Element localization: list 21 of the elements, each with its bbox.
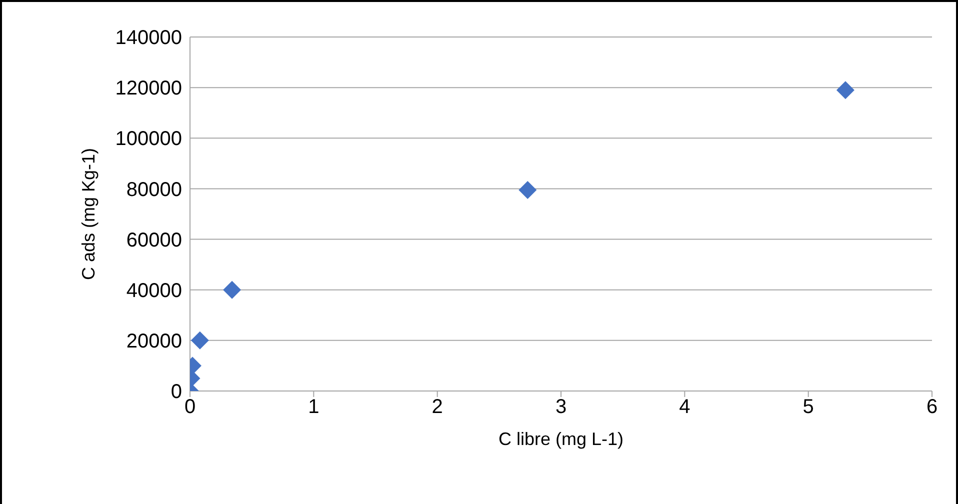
x-tick-label: 2 bbox=[432, 396, 443, 418]
point bbox=[223, 280, 242, 299]
y-tick-label: 120000 bbox=[115, 78, 182, 100]
y-tick-label: 20000 bbox=[126, 330, 182, 353]
point bbox=[836, 81, 854, 100]
x-tick-label: 0 bbox=[184, 396, 196, 418]
y-tick-label: 140000 bbox=[115, 27, 182, 50]
y-tick-label: 0 bbox=[170, 381, 182, 404]
point bbox=[190, 331, 209, 350]
x-tick-label: 6 bbox=[926, 396, 938, 418]
y-tick-label: 40000 bbox=[126, 280, 182, 302]
x-tick-label: 3 bbox=[555, 396, 567, 418]
y-axis-title: C ads (mg Kg-1) bbox=[78, 148, 98, 280]
x-tick-label: 4 bbox=[679, 396, 690, 418]
x-tick-label: 5 bbox=[802, 396, 814, 418]
x-tick-label: 1 bbox=[308, 396, 320, 418]
y-tick-label: 80000 bbox=[126, 178, 182, 201]
x-axis-title: C libre (mg L-1) bbox=[498, 429, 624, 449]
y-tick-label: 60000 bbox=[126, 229, 182, 252]
point bbox=[518, 180, 537, 199]
y-tick-label: 100000 bbox=[115, 128, 182, 150]
